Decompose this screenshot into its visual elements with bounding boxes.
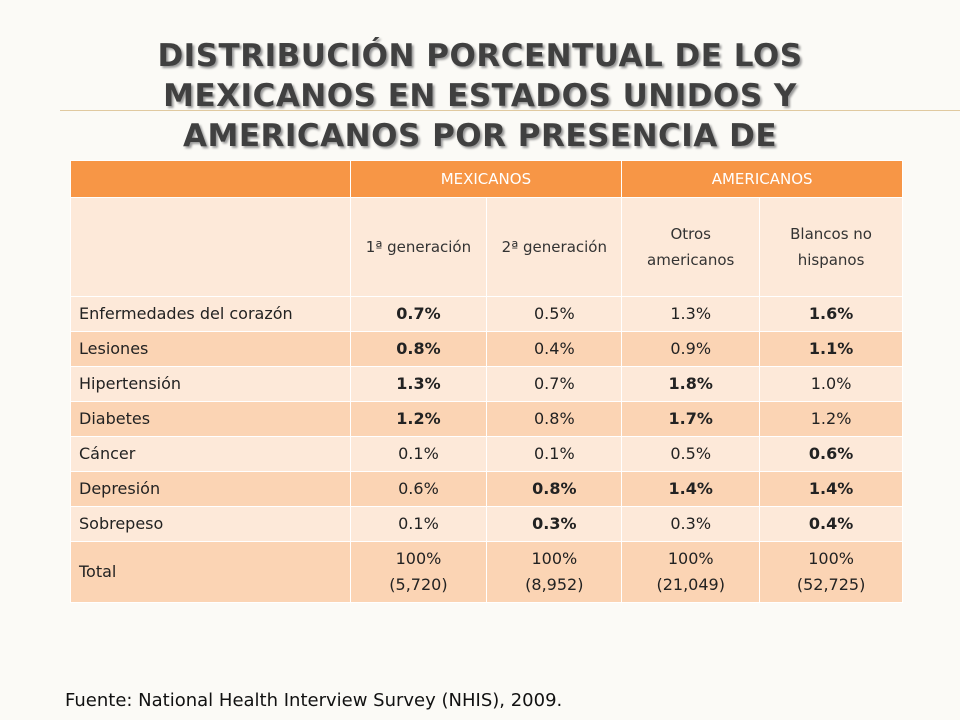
- value-cell: 1.3%: [349, 366, 488, 402]
- value-cell: 1.6%: [759, 296, 903, 332]
- value-cell: 0.3%: [486, 506, 623, 542]
- data-row: Lesiones 0.8% 0.4% 0.9% 1.1%: [70, 331, 903, 367]
- corner-cell: [70, 160, 351, 198]
- value-cell: 100% (8,952): [486, 541, 623, 603]
- title-rule: [60, 110, 960, 111]
- value-cell: 0.3%: [621, 506, 761, 542]
- value-cell: 0.8%: [349, 331, 488, 367]
- column-header: Otros americanos: [621, 197, 761, 297]
- value-cell: 0.6%: [759, 436, 903, 472]
- row-label: Diabetes: [70, 401, 351, 437]
- data-row: Sobrepeso 0.1% 0.3% 0.3% 0.4%: [70, 506, 903, 542]
- value-cell: 1.3%: [621, 296, 761, 332]
- row-label: Sobrepeso: [70, 506, 351, 542]
- data-table: MEXICANOS AMERICANOS 1ª generación 2ª gen…: [70, 160, 903, 603]
- data-row: Depresión 0.6% 0.8% 1.4% 1.4%: [70, 471, 903, 507]
- column-header-row: 1ª generación 2ª generación Otros american…: [70, 197, 903, 297]
- row-label: Cáncer: [70, 436, 351, 472]
- group-header: MEXICANOS: [349, 160, 623, 198]
- row-label: Depresión: [70, 471, 351, 507]
- value-cell: 0.8%: [486, 471, 623, 507]
- value-cell: 1.2%: [759, 401, 903, 437]
- value-cell: 0.5%: [621, 436, 761, 472]
- value-cell: 100% (5,720): [349, 541, 488, 603]
- data-row: Enfermedades del corazón 0.7% 0.5% 1.3% 1.6%: [70, 296, 903, 332]
- data-row: Hipertensión 1.3% 0.7% 1.8% 1.0%: [70, 366, 903, 402]
- value-cell: 0.1%: [349, 506, 488, 542]
- value-cell: 0.7%: [486, 366, 623, 402]
- value-cell: 1.2%: [349, 401, 488, 437]
- row-label: Enfermedades del corazón: [70, 296, 351, 332]
- data-row: Total 100% (5,720) 100% (8,952) 100% (21,04…: [70, 541, 903, 603]
- value-cell: 1.1%: [759, 331, 903, 367]
- row-label: Lesiones: [70, 331, 351, 367]
- value-cell: 1.0%: [759, 366, 903, 402]
- row-label: Hipertensión: [70, 366, 351, 402]
- value-cell: 0.7%: [349, 296, 488, 332]
- value-cell: 100% (21,049): [621, 541, 761, 603]
- column-header: 2ª generación: [486, 197, 623, 297]
- value-cell: 0.9%: [621, 331, 761, 367]
- value-cell: 1.7%: [621, 401, 761, 437]
- column-header: Blancos no hispanos: [759, 197, 903, 297]
- value-cell: 0.4%: [486, 331, 623, 367]
- row-label: Total: [70, 541, 351, 603]
- corner-cell: [70, 197, 351, 297]
- source-note: Fuente: National Health Interview Survey…: [65, 690, 563, 711]
- value-cell: 0.6%: [349, 471, 488, 507]
- value-cell: 0.5%: [486, 296, 623, 332]
- value-cell: 1.4%: [621, 471, 761, 507]
- group-header: AMERICANOS: [621, 160, 903, 198]
- value-cell: 0.8%: [486, 401, 623, 437]
- column-header: 1ª generación: [349, 197, 488, 297]
- value-cell: 100% (52,725): [759, 541, 903, 603]
- group-row: MEXICANOS AMERICANOS: [70, 160, 903, 198]
- value-cell: 0.1%: [349, 436, 488, 472]
- value-cell: 1.8%: [621, 366, 761, 402]
- data-row: Cáncer 0.1% 0.1% 0.5% 0.6%: [70, 436, 903, 472]
- data-row: Diabetes 1.2% 0.8% 1.7% 1.2%: [70, 401, 903, 437]
- value-cell: 0.4%: [759, 506, 903, 542]
- value-cell: 0.1%: [486, 436, 623, 472]
- value-cell: 1.4%: [759, 471, 903, 507]
